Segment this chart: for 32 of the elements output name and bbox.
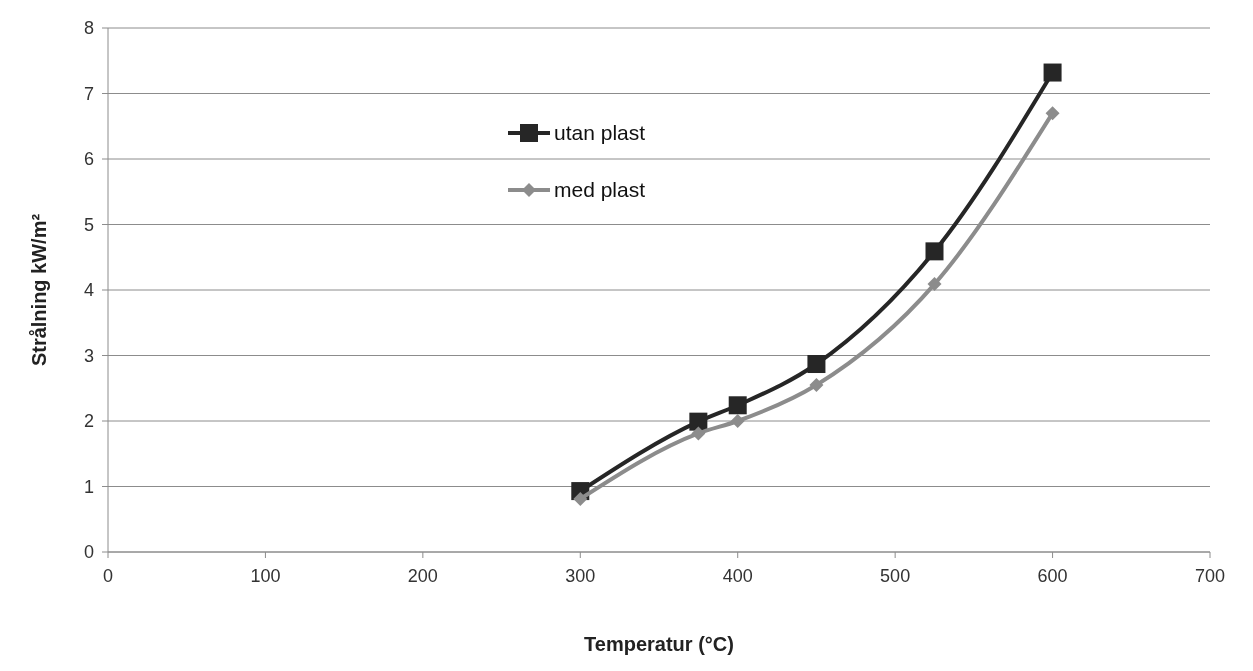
x-tick-label: 700 bbox=[1194, 566, 1226, 586]
y-axis-title: Strålning kW/m² bbox=[28, 213, 50, 367]
point bbox=[691, 426, 706, 441]
x-tick-label: 300 bbox=[565, 566, 596, 586]
point bbox=[573, 491, 588, 506]
point bbox=[925, 242, 944, 261]
x-tick-label: 0 bbox=[102, 566, 114, 586]
legend-label: utan plast bbox=[554, 121, 646, 145]
y-tick-label: 1 bbox=[83, 476, 94, 497]
y-tick-label: 0 bbox=[83, 542, 94, 563]
x-tick-label: 500 bbox=[880, 566, 911, 586]
point bbox=[807, 355, 826, 374]
point bbox=[1045, 106, 1060, 121]
x-axis-title: Temperatur (°C) bbox=[584, 633, 734, 655]
y-tick-label: 5 bbox=[83, 214, 94, 235]
x-tick-label: 100 bbox=[250, 566, 281, 586]
y-tick-label: 8 bbox=[83, 18, 94, 39]
y-tick-label: 7 bbox=[83, 83, 94, 104]
x-tick-label: 200 bbox=[407, 566, 438, 586]
legend-label: med plast bbox=[554, 178, 646, 202]
x-tick-label: 600 bbox=[1037, 566, 1068, 586]
y-tick-label: 2 bbox=[83, 411, 94, 432]
point bbox=[689, 412, 708, 431]
point bbox=[1043, 63, 1062, 82]
y-tick-label: 3 bbox=[83, 345, 94, 366]
point bbox=[809, 377, 824, 392]
point bbox=[728, 396, 747, 415]
y-tick-label: 6 bbox=[83, 149, 94, 170]
point bbox=[927, 277, 942, 292]
y-tick-label: 4 bbox=[83, 280, 94, 301]
point bbox=[730, 414, 745, 428]
x-tick-label: 400 bbox=[722, 566, 753, 586]
